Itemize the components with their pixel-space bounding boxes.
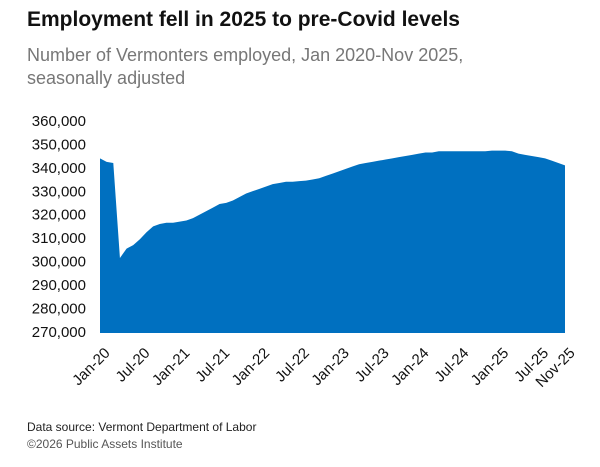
y-tick-label: 350,000 [32, 136, 86, 153]
y-tick-label: 310,000 [32, 230, 86, 247]
area [100, 150, 565, 333]
x-tick-label: Jul-20 [113, 345, 154, 386]
x-tick-label: Jan-21 [149, 345, 193, 389]
y-tick-label: 290,000 [32, 277, 86, 294]
chart-subtitle: Number of Vermonters employed, Jan 2020-… [27, 45, 464, 88]
y-tick-label: 300,000 [32, 254, 86, 271]
x-tick-label: Jul-24 [431, 345, 472, 386]
x-tick-label: Jul-22 [272, 345, 313, 386]
y-tick-label: 320,000 [32, 207, 86, 224]
x-tick-label: Jan-22 [229, 345, 273, 389]
x-tick-label: Jan-25 [468, 345, 512, 389]
y-tick-label: 340,000 [32, 160, 86, 177]
chart-title: Employment fell in 2025 to pre-Covid lev… [27, 8, 460, 31]
y-tick-label: 270,000 [32, 324, 86, 341]
credit-note: ©2026 Public Assets Institute [27, 437, 183, 451]
x-tick-label: Jan-24 [388, 345, 432, 389]
x-tick-label: Jul-23 [352, 345, 393, 386]
source-note: Data source: Vermont Department of Labor [27, 420, 257, 434]
x-tick-label: Jan-23 [308, 345, 352, 389]
y-tick-label: 330,000 [32, 183, 86, 200]
x-tick-label: Jan-20 [69, 345, 113, 389]
x-tick-label: Jul-21 [192, 345, 233, 386]
y-tick-label: 280,000 [32, 301, 86, 318]
y-tick-label: 360,000 [32, 113, 86, 130]
